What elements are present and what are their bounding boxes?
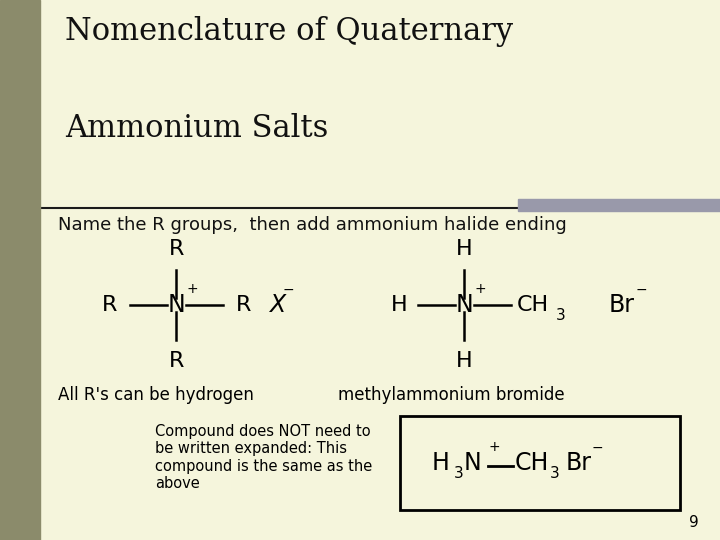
Text: 3: 3 bbox=[556, 308, 566, 323]
Text: methylammonium bromide: methylammonium bromide bbox=[338, 386, 565, 404]
Text: H: H bbox=[456, 350, 473, 371]
Text: Name the R groups,  then add ammonium halide ending: Name the R groups, then add ammonium hal… bbox=[58, 216, 567, 234]
Text: CH: CH bbox=[515, 451, 549, 475]
Text: R: R bbox=[168, 239, 184, 260]
Bar bbox=[518, 199, 720, 211]
Text: 3: 3 bbox=[549, 467, 559, 481]
Text: Br: Br bbox=[565, 451, 591, 475]
Text: +: + bbox=[488, 440, 500, 454]
Text: N: N bbox=[464, 451, 482, 475]
Text: H: H bbox=[432, 451, 450, 475]
Text: 3: 3 bbox=[454, 467, 464, 481]
Text: All R's can be hydrogen: All R's can be hydrogen bbox=[58, 386, 253, 404]
Text: N: N bbox=[168, 293, 185, 317]
Text: N: N bbox=[456, 293, 473, 317]
Text: R: R bbox=[235, 295, 251, 315]
Text: H: H bbox=[391, 295, 408, 315]
Text: H: H bbox=[456, 239, 473, 260]
Text: CH: CH bbox=[517, 295, 549, 315]
Text: Nomenclature of Quaternary: Nomenclature of Quaternary bbox=[65, 16, 513, 47]
Text: +: + bbox=[474, 282, 486, 296]
Text: R: R bbox=[102, 295, 117, 315]
Text: Ammonium Salts: Ammonium Salts bbox=[65, 113, 328, 144]
Text: Compound does NOT need to
be written expanded: This
compound is the same as the
: Compound does NOT need to be written exp… bbox=[155, 424, 372, 491]
Text: Br: Br bbox=[608, 293, 634, 317]
Text: −: − bbox=[635, 283, 647, 297]
Text: 9: 9 bbox=[688, 515, 698, 530]
Bar bbox=[400, 416, 680, 510]
Text: +: + bbox=[186, 282, 198, 296]
Text: −: − bbox=[592, 441, 603, 455]
Text: X: X bbox=[269, 293, 285, 317]
Text: −: − bbox=[282, 283, 294, 297]
Bar bbox=[0, 0, 40, 540]
Text: R: R bbox=[168, 350, 184, 371]
